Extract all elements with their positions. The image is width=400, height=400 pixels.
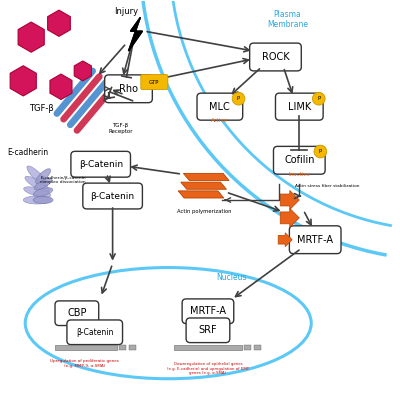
FancyBboxPatch shape [67,320,122,344]
FancyBboxPatch shape [250,43,301,71]
Ellipse shape [24,187,51,197]
Polygon shape [128,17,142,51]
FancyBboxPatch shape [83,183,142,209]
Polygon shape [280,190,299,210]
Polygon shape [183,173,229,180]
FancyBboxPatch shape [182,299,234,324]
Text: ROCK: ROCK [262,52,289,62]
Bar [129,344,136,350]
Polygon shape [18,22,44,52]
Polygon shape [10,66,36,96]
Text: Cofilin: Cofilin [284,155,314,165]
FancyBboxPatch shape [197,93,243,120]
Ellipse shape [33,196,53,204]
Text: Upregulation of proliferatic genes
(e.g. MMP-9, α-SMA): Upregulation of proliferatic genes (e.g.… [50,359,119,368]
Text: TGF-β
Receptor: TGF-β Receptor [108,123,133,134]
Text: β-Catenin: β-Catenin [90,192,135,200]
Text: CBP: CBP [67,308,87,318]
Polygon shape [278,233,292,247]
Text: MRTF-A: MRTF-A [190,306,226,316]
Ellipse shape [23,196,51,204]
Ellipse shape [36,169,50,184]
Text: SRF: SRF [199,325,217,335]
FancyBboxPatch shape [289,226,341,254]
Text: P: P [237,96,240,101]
Text: β-Catenin: β-Catenin [76,328,114,337]
Text: β-Catenin: β-Catenin [79,160,123,169]
Text: Actin polymerization: Actin polymerization [177,209,231,214]
Polygon shape [280,208,299,228]
Text: Rho: Rho [119,84,138,94]
Bar [174,344,242,350]
Polygon shape [74,61,92,81]
FancyBboxPatch shape [274,146,325,174]
Text: GTP: GTP [149,80,160,84]
Ellipse shape [34,188,53,196]
FancyBboxPatch shape [276,93,323,120]
FancyBboxPatch shape [186,318,230,343]
FancyBboxPatch shape [105,75,152,103]
Ellipse shape [232,92,245,105]
Text: MLC: MLC [210,102,230,112]
Text: E-cadherin: E-cadherin [7,148,48,157]
Polygon shape [181,182,226,189]
Polygon shape [48,10,70,36]
Text: Inactive: Inactive [288,172,310,177]
Text: TGF-β: TGF-β [29,104,54,113]
Text: Actin stress fiber stabilization: Actin stress fiber stabilization [295,184,359,188]
Text: MRTF-A: MRTF-A [297,235,333,245]
Text: Active: Active [212,118,228,123]
Text: P: P [317,96,320,101]
Text: Injury: Injury [114,7,138,16]
Ellipse shape [25,176,49,192]
Ellipse shape [27,166,47,186]
Text: Plasma
Membrane: Plasma Membrane [267,10,308,29]
Polygon shape [128,17,142,51]
FancyBboxPatch shape [55,301,99,326]
Ellipse shape [314,145,327,158]
Text: Downregulation of epithelial genes
(e.g. E-cadherin) and upregulation of EMT
gen: Downregulation of epithelial genes (e.g.… [167,362,249,376]
Text: LIMK: LIMK [288,102,311,112]
Bar [55,344,116,350]
FancyBboxPatch shape [71,151,130,177]
Ellipse shape [312,92,325,105]
Text: P: P [319,149,322,154]
Polygon shape [50,74,72,100]
Bar [118,344,126,350]
Bar [244,344,251,350]
Polygon shape [178,191,224,198]
Ellipse shape [34,178,52,190]
FancyBboxPatch shape [141,74,168,90]
Text: Nucleus: Nucleus [216,273,247,282]
Bar [254,344,261,350]
Text: E-cadherin/β-catenin
complex dissociation: E-cadherin/β-catenin complex dissociatio… [40,176,86,184]
